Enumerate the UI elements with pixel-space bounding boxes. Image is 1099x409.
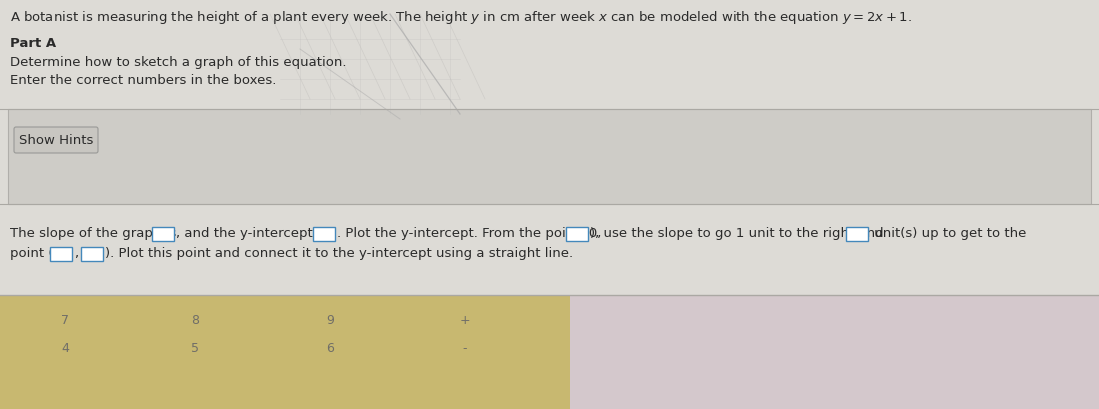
Bar — [81, 247, 103, 261]
Text: 6: 6 — [326, 342, 334, 355]
Bar — [570, 295, 1099, 409]
Text: ), use the slope to go 1 unit to the right and: ), use the slope to go 1 unit to the rig… — [590, 227, 888, 240]
Text: 4: 4 — [62, 342, 69, 355]
Text: 5: 5 — [191, 342, 199, 355]
Text: Part A: Part A — [10, 37, 56, 50]
Bar — [49, 247, 71, 261]
Text: Show Hints: Show Hints — [19, 133, 93, 146]
Bar — [566, 227, 588, 241]
Text: Determine how to sketch a graph of this equation.: Determine how to sketch a graph of this … — [10, 56, 346, 69]
Bar — [313, 227, 335, 241]
Text: The slope of the graph is: The slope of the graph is — [10, 227, 180, 240]
Text: -: - — [463, 342, 467, 355]
Bar — [8, 109, 1091, 204]
Bar — [0, 295, 570, 409]
Text: point (: point ( — [10, 247, 54, 261]
Text: , and the y-intercept is: , and the y-intercept is — [177, 227, 332, 240]
Bar — [153, 227, 175, 241]
Bar — [0, 0, 1099, 295]
Text: 9: 9 — [326, 315, 334, 328]
FancyBboxPatch shape — [14, 127, 98, 153]
Text: . Plot the y-intercept. From the point (0,: . Plot the y-intercept. From the point (… — [337, 227, 602, 240]
Text: +: + — [459, 315, 470, 328]
Bar — [846, 227, 868, 241]
Text: 8: 8 — [191, 315, 199, 328]
Text: ). Plot this point and connect it to the y-intercept using a straight line.: ). Plot this point and connect it to the… — [106, 247, 574, 261]
Text: unit(s) up to get to the: unit(s) up to get to the — [870, 227, 1026, 240]
Text: A botanist is measuring the height of a plant every week. The height $y$ in cm a: A botanist is measuring the height of a … — [10, 9, 912, 26]
Text: ,: , — [74, 247, 78, 261]
Text: 7: 7 — [62, 315, 69, 328]
Text: Enter the correct numbers in the boxes.: Enter the correct numbers in the boxes. — [10, 74, 276, 87]
